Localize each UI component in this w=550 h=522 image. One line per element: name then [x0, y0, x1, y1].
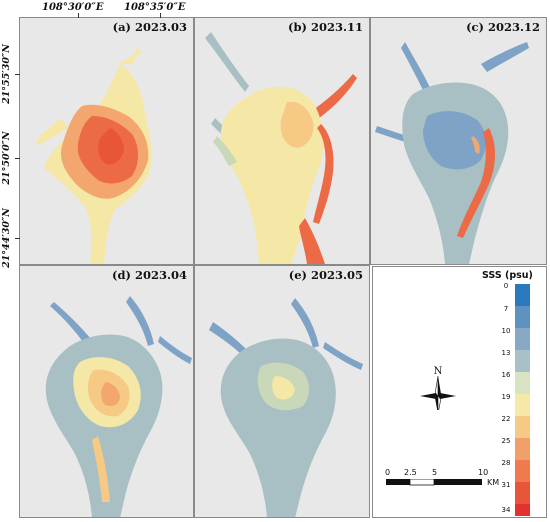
scalebar-label-3: 10: [478, 468, 489, 477]
latitude-label-2: 21°50′0″N: [1, 131, 12, 185]
legend-swatch-7: [515, 416, 530, 438]
panel-title-b: (b) 2023.11: [288, 20, 363, 34]
legend-tick-label: 16: [501, 371, 511, 379]
legend-tick-label: 22: [501, 415, 511, 423]
latitude-tick-2: [15, 158, 20, 159]
scalebar-unit: KM: [487, 478, 500, 487]
legend-swatch-8: [515, 438, 530, 460]
panel-title-d: (d) 2023.04: [112, 268, 187, 282]
north-arrow-compass: N: [420, 366, 456, 410]
map-panel-d: (d) 2023.04: [19, 265, 194, 518]
map-panel-a: (a) 2023.03: [19, 17, 194, 265]
scale-bar: [386, 479, 482, 486]
legend-swatch-5: [515, 372, 530, 394]
panel-title-e: (e) 2023.05: [288, 268, 363, 282]
estuary-map-b: [205, 32, 357, 264]
estuary-map-e: [209, 298, 363, 517]
legend-swatch-6: [515, 394, 530, 416]
legend-swatch-11: [515, 504, 530, 516]
latitude-label-3: 21°44′30″N: [1, 208, 12, 268]
legend-swatch-4: [515, 350, 530, 372]
legend-tick-label: 31: [501, 481, 511, 489]
estuary-map-c: [375, 42, 529, 264]
estuary-map-d: [45, 296, 192, 517]
legend-swatch-10: [515, 482, 530, 504]
latitude-tick-1: [15, 74, 20, 75]
scalebar-label-1: 2.5: [404, 468, 417, 477]
longitude-label-2: 108°35′0″E: [124, 2, 186, 13]
map-panel-c: (c) 2023.12: [370, 17, 547, 265]
scalebar-label-2: 5: [432, 468, 438, 477]
legend-swatch-9: [515, 460, 530, 482]
legend-tick-label: 19: [501, 393, 511, 401]
legend-swatch-3: [515, 328, 530, 350]
legend-tick-label: 34: [501, 506, 511, 514]
legend-tick-label: 28: [501, 459, 511, 467]
legend-swatch-1: [515, 284, 530, 306]
legend-tick-label: 25: [501, 437, 511, 445]
estuary-map-a: [34, 48, 152, 264]
longitude-tick-1: [78, 13, 79, 18]
latitude-tick-3: [15, 238, 20, 239]
map-panel-b: (b) 2023.11: [194, 17, 370, 265]
legend-tick-label: 0: [503, 282, 509, 290]
legend-title: SSS (psu): [482, 270, 533, 281]
longitude-tick-2: [160, 13, 161, 18]
panel-title-c: (c) 2023.12: [466, 20, 540, 34]
legend-tick-label: 10: [501, 327, 511, 335]
latitude-label-1: 21°55′30″N: [1, 44, 12, 104]
panel-title-a: (a) 2023.03: [112, 20, 187, 34]
legend-tick-label: 7: [503, 305, 509, 313]
north-label: N: [434, 366, 443, 377]
longitude-label-1: 108°30′0″E: [42, 2, 104, 13]
legend-tick-label: 13: [501, 349, 511, 357]
map-panel-e: (e) 2023.05: [194, 265, 370, 518]
scalebar-label-0: 0: [385, 468, 391, 477]
legend-swatch-2: [515, 306, 530, 328]
